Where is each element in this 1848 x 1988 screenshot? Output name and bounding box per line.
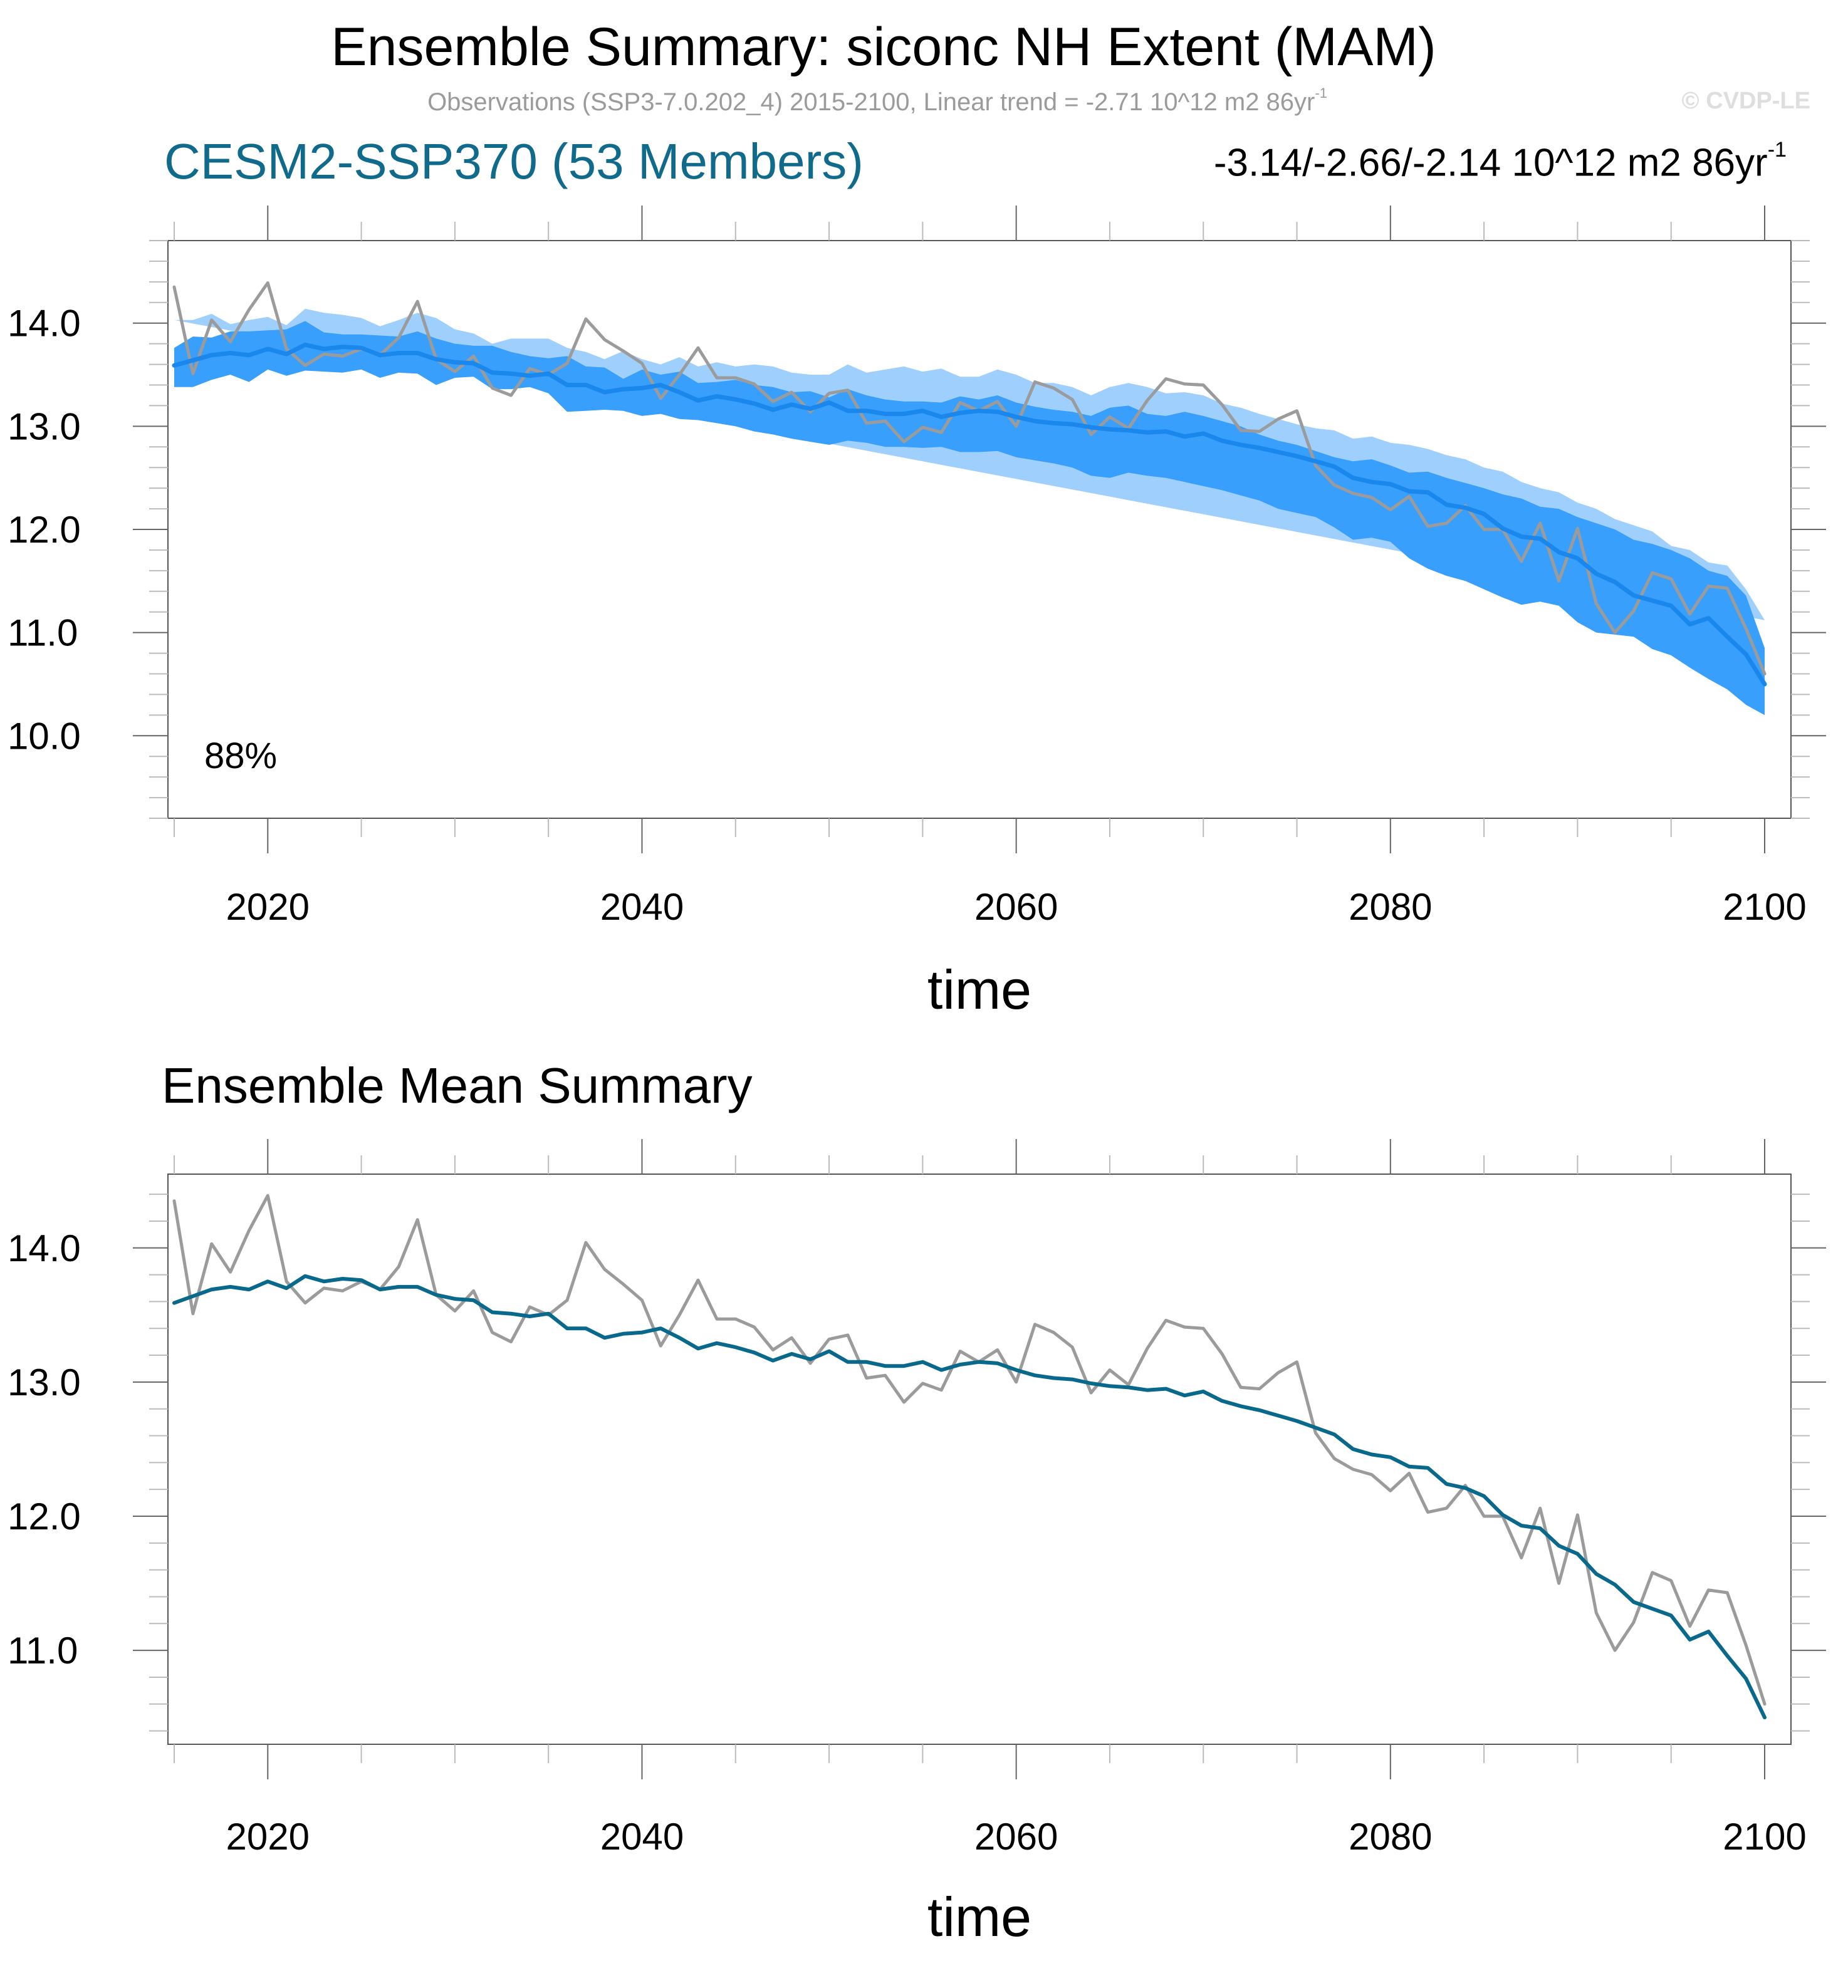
trend-range-text: -3.14/-2.66/-2.14 10^12 m2 86yr xyxy=(1213,141,1768,185)
percentage-annotation: 88% xyxy=(204,736,277,776)
x-tick-label: 2040 xyxy=(600,886,684,928)
observations-subtitle: Observations (SSP3-7.0.202_4) 2015-2100,… xyxy=(251,85,1504,117)
x-tick-label: 2020 xyxy=(226,886,310,928)
ensemble-summary-panel: 10.0 11.0 12.0 13.0 14.0 2020 2040 2060 2080 2100… xyxy=(8,206,1826,1021)
observations-subtitle-exponent: -1 xyxy=(1315,85,1327,101)
y-tick-label: 12.0 xyxy=(8,1496,81,1538)
x-tick-label: 2080 xyxy=(1349,886,1432,928)
chart-main-title: Ensemble Summary: siconc NH Extent (MAM) xyxy=(331,17,1436,77)
observations-subtitle-text: Observations (SSP3-7.0.202_4) 2015-2100,… xyxy=(427,88,1315,116)
plot-frame xyxy=(167,1174,1792,1745)
x-axis-title: time xyxy=(927,959,1031,1021)
x-tick-label: 2060 xyxy=(974,886,1058,928)
model-title: CESM2-SSP370 (53 Members) xyxy=(164,133,864,189)
ensemble-mean-line xyxy=(172,1274,1767,1720)
y-tick-label: 14.0 xyxy=(8,1227,81,1269)
y-tick-label: 12.0 xyxy=(8,509,81,551)
y-tick-label: 11.0 xyxy=(8,1630,78,1672)
panel-title: Ensemble Mean Summary xyxy=(162,1058,753,1113)
ensemble-mean-panel: 11.0 12.0 13.0 14.0 2020 2040 2060 2080 2100 time… xyxy=(8,1058,1826,1948)
y-tick-label: 14.0 xyxy=(8,303,81,345)
x-tick-label: 2080 xyxy=(1349,1816,1432,1858)
x-tick-label: 2100 xyxy=(1723,1816,1806,1858)
trend-range-exponent: -1 xyxy=(1767,138,1787,162)
ensemble-percentile-band xyxy=(174,321,1765,716)
x-tick-label: 2020 xyxy=(226,1816,310,1858)
trend-range-label: -3.14/-2.66/-2.14 10^12 m2 86yr-1 xyxy=(1214,138,1787,185)
x-axis-title: time xyxy=(927,1886,1031,1948)
y-tick-label: 13.0 xyxy=(8,1361,81,1403)
y-tick-label: 10.0 xyxy=(8,715,81,757)
y-tick-label: 11.0 xyxy=(8,612,78,654)
x-tick-label: 2060 xyxy=(974,1816,1058,1858)
x-tick-label: 2040 xyxy=(600,1816,684,1858)
copyright-watermark: © CVDP-LE xyxy=(1681,88,1810,114)
y-tick-label: 13.0 xyxy=(8,405,81,447)
ensemble-mean-line xyxy=(172,342,1767,687)
x-tick-label: 2100 xyxy=(1723,886,1806,928)
observations-line xyxy=(172,1194,1767,1706)
